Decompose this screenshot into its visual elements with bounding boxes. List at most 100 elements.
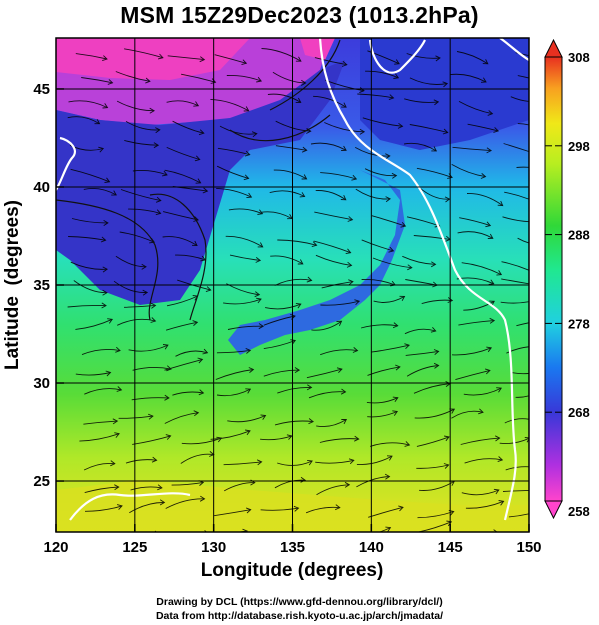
streamline bbox=[320, 300, 360, 306]
streamline-arrowhead bbox=[110, 460, 116, 467]
streamline bbox=[166, 100, 199, 107]
streamline-arrowhead bbox=[486, 147, 492, 154]
y-tick-label: 40 bbox=[33, 179, 50, 196]
streamline bbox=[406, 365, 439, 377]
streamline-arrowhead bbox=[162, 344, 169, 350]
streamline-arrowhead bbox=[114, 484, 120, 491]
streamline-arrowhead bbox=[534, 465, 539, 470]
streamline-arrowhead bbox=[493, 529, 498, 532]
streamline-arrowhead bbox=[433, 99, 440, 106]
x-tick-label: 145 bbox=[438, 539, 463, 556]
streamline-arrowhead bbox=[535, 219, 539, 224]
streamline bbox=[321, 281, 353, 289]
streamline-arrowhead bbox=[295, 97, 302, 103]
streamline bbox=[215, 369, 254, 380]
colorbar-bottom-arrow bbox=[544, 500, 563, 520]
streamline bbox=[466, 193, 503, 206]
streamline-arrowhead bbox=[245, 429, 251, 436]
map-title: MSM 15Z29Dec2023 (1013.2hPa) bbox=[120, 2, 479, 28]
streamline bbox=[260, 435, 292, 441]
streamline bbox=[167, 55, 205, 61]
streamline-arrowhead bbox=[295, 56, 302, 62]
streamline-arrowhead bbox=[302, 533, 307, 538]
streamline bbox=[512, 372, 529, 375]
streamline-arrowhead bbox=[159, 499, 166, 506]
streamline-arrowhead bbox=[493, 488, 500, 495]
streamline bbox=[125, 459, 157, 464]
streamline-arrowhead bbox=[193, 216, 199, 222]
streamline bbox=[416, 436, 450, 447]
streamline-arrowhead bbox=[336, 320, 343, 326]
streamline bbox=[81, 349, 121, 356]
streamline-arrowhead bbox=[141, 263, 147, 270]
streamline-arrowhead bbox=[197, 357, 204, 364]
streamline bbox=[113, 280, 148, 293]
streamline bbox=[124, 48, 164, 59]
streamline-arrowhead bbox=[114, 432, 120, 438]
streamline bbox=[181, 437, 222, 445]
streamline bbox=[120, 189, 161, 202]
streamline bbox=[260, 507, 299, 511]
streamline bbox=[166, 146, 200, 160]
streamline bbox=[274, 420, 314, 426]
streamline-arrowhead bbox=[407, 264, 413, 271]
streamline bbox=[354, 147, 390, 157]
streamline bbox=[451, 410, 484, 419]
streamline bbox=[451, 347, 492, 356]
x-tick-label: 120 bbox=[43, 539, 68, 556]
streamline-arrowhead bbox=[202, 348, 209, 355]
streamline bbox=[404, 328, 436, 335]
streamline bbox=[84, 388, 122, 395]
streamline-arrowhead bbox=[392, 322, 399, 329]
colorbar-tick-label: 258 bbox=[568, 504, 590, 519]
streamline bbox=[225, 235, 263, 248]
streamline bbox=[67, 116, 100, 125]
streamline bbox=[405, 350, 439, 356]
streamline bbox=[464, 458, 503, 464]
streamline bbox=[180, 453, 214, 464]
streamline-arrowhead bbox=[392, 396, 399, 403]
colorbar: 258 268 278 288 298 308 bbox=[544, 38, 590, 520]
x-tick-label: 130 bbox=[201, 539, 226, 556]
streamline bbox=[361, 239, 394, 252]
streamline-arrowhead bbox=[430, 261, 437, 268]
streamline-arrowhead bbox=[164, 394, 170, 401]
streamline-arrowhead bbox=[108, 535, 112, 540]
streamline-arrowhead bbox=[157, 484, 163, 491]
streamline-arrowhead bbox=[398, 505, 404, 512]
streamline-arrowhead bbox=[299, 192, 306, 198]
streamline-arrowhead bbox=[256, 76, 263, 83]
streamline-arrowhead bbox=[155, 196, 162, 203]
streamline bbox=[84, 505, 123, 512]
streamline bbox=[504, 418, 529, 424]
streamline-arrowhead bbox=[442, 81, 449, 88]
streamline-arrowhead bbox=[145, 77, 151, 84]
y-axis-label: Latitude (degrees) bbox=[2, 200, 23, 370]
streamline-arrowhead bbox=[530, 269, 535, 274]
streamline bbox=[115, 71, 150, 82]
streamline bbox=[75, 318, 113, 330]
streamline-arrowhead bbox=[341, 419, 348, 425]
streamline bbox=[216, 165, 249, 179]
streamline bbox=[409, 124, 448, 133]
streamline bbox=[317, 533, 356, 538]
streamline-arrowhead bbox=[165, 434, 172, 440]
streamline bbox=[128, 208, 161, 214]
streamline bbox=[463, 300, 495, 311]
x-tick-label: 125 bbox=[122, 539, 147, 556]
streamline bbox=[451, 164, 486, 178]
streamline-arrowhead bbox=[306, 384, 313, 391]
streamline bbox=[305, 506, 340, 514]
colorbar-ticks: 258 268 278 288 298 308 bbox=[545, 50, 590, 519]
streamline-arrowhead bbox=[533, 282, 538, 287]
streamline-arrowhead bbox=[341, 102, 347, 108]
streamline bbox=[414, 408, 455, 419]
colorbar-top-arrow bbox=[544, 38, 563, 58]
credit-data-source: Data from http://database.rish.kyoto-u.a… bbox=[155, 610, 444, 622]
streamline bbox=[217, 147, 250, 156]
streamline-arrowhead bbox=[348, 458, 355, 465]
streamline-arrowhead bbox=[392, 410, 398, 416]
streamline-arrowhead bbox=[335, 504, 341, 511]
colorbar-tick-label: 278 bbox=[568, 316, 590, 331]
streamline bbox=[402, 255, 436, 265]
